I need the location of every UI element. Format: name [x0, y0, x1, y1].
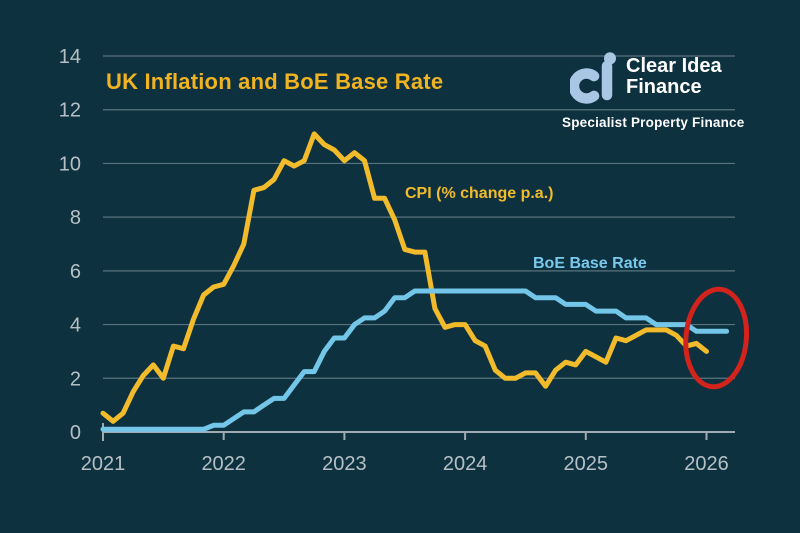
logo-name-line1: Clear Idea — [626, 55, 722, 77]
logo-tagline: Specialist Property Finance — [562, 115, 745, 130]
cpi-label: CPI (% change p.a.) — [405, 185, 553, 202]
boe-line — [100, 288, 730, 432]
cpi-line — [100, 131, 709, 424]
y-tick-label: 0 — [70, 422, 81, 444]
y-tick-label: 6 — [70, 261, 81, 283]
x-tick-label: 2025 — [564, 453, 609, 475]
annotation-ellipse — [683, 286, 750, 390]
y-tick-label: 10 — [59, 153, 81, 175]
x-tick-label: 2022 — [201, 453, 246, 475]
logo: Clear Idea Finance Specialist Property F… — [562, 50, 745, 130]
y-tick-label: 14 — [59, 46, 81, 68]
y-tick-label: 12 — [59, 100, 81, 122]
x-tick-label: 2026 — [684, 453, 729, 475]
y-tick-label: 8 — [70, 207, 81, 229]
logo-name: Clear Idea Finance — [626, 50, 722, 98]
logo-name-line2: Finance — [626, 76, 702, 98]
boe-label: BoE Base Rate — [533, 255, 647, 272]
chart-title: UK Inflation and BoE Base Rate — [106, 69, 444, 94]
y-tick-label: 2 — [70, 368, 81, 390]
x-tick-label: 2023 — [322, 453, 367, 475]
x-tick-label: 2021 — [81, 453, 126, 475]
y-tick-label: 4 — [70, 315, 81, 337]
x-tick-label: 2024 — [443, 453, 488, 475]
logo-ci-monogram-icon — [570, 52, 616, 104]
logo-row: Clear Idea Finance — [562, 50, 742, 106]
